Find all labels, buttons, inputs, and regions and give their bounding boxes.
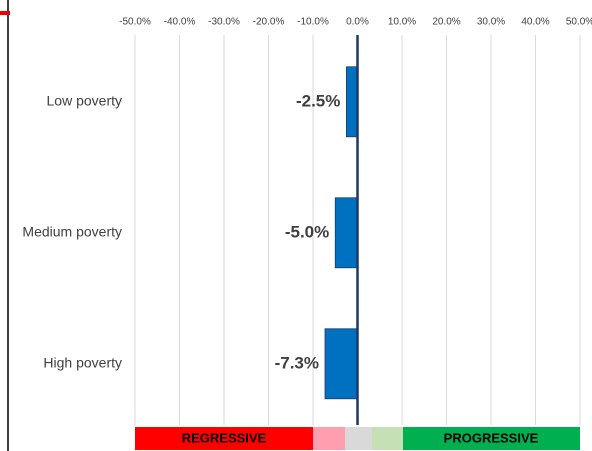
regressive-band [135,427,313,450]
x-tick-label: 40.0% [521,17,549,28]
value-label: -5.0% [285,222,329,241]
bar [334,197,358,269]
annotation: REGRESSIVE [182,430,267,445]
x-tick-label: 30.0% [477,17,505,28]
x-tick-label: -50.0% [119,17,151,28]
y-tick-label: High poverty [43,354,122,370]
annotation: PROGRESSIVE [444,430,539,445]
y-tick-label: Low poverty [47,92,122,108]
mild-regressive-band [313,427,345,450]
x-tick-label: 50.0% [566,17,592,28]
x-tick-label: 10.0% [388,17,416,28]
value-label: -7.3% [275,353,319,372]
value-label: -2.5% [296,91,340,110]
bar [324,328,358,400]
neutral-band [345,427,372,450]
x-tick-label: -40.0% [164,17,196,28]
y-tick-label: Medium poverty [22,223,122,239]
mild-progressive-band [372,427,403,450]
x-tick-label: -10.0% [297,17,329,28]
x-tick-label: -30.0% [208,17,240,28]
x-tick-label: 0.0% [346,17,369,28]
corner-marker [0,11,10,15]
scale-strip: REGRESSIVE PROGRESSIVE [135,427,580,450]
x-tick-label: 20.0% [432,17,460,28]
x-tick-label: -20.0% [253,17,285,28]
bar [345,66,358,138]
progressive-band [403,427,580,450]
